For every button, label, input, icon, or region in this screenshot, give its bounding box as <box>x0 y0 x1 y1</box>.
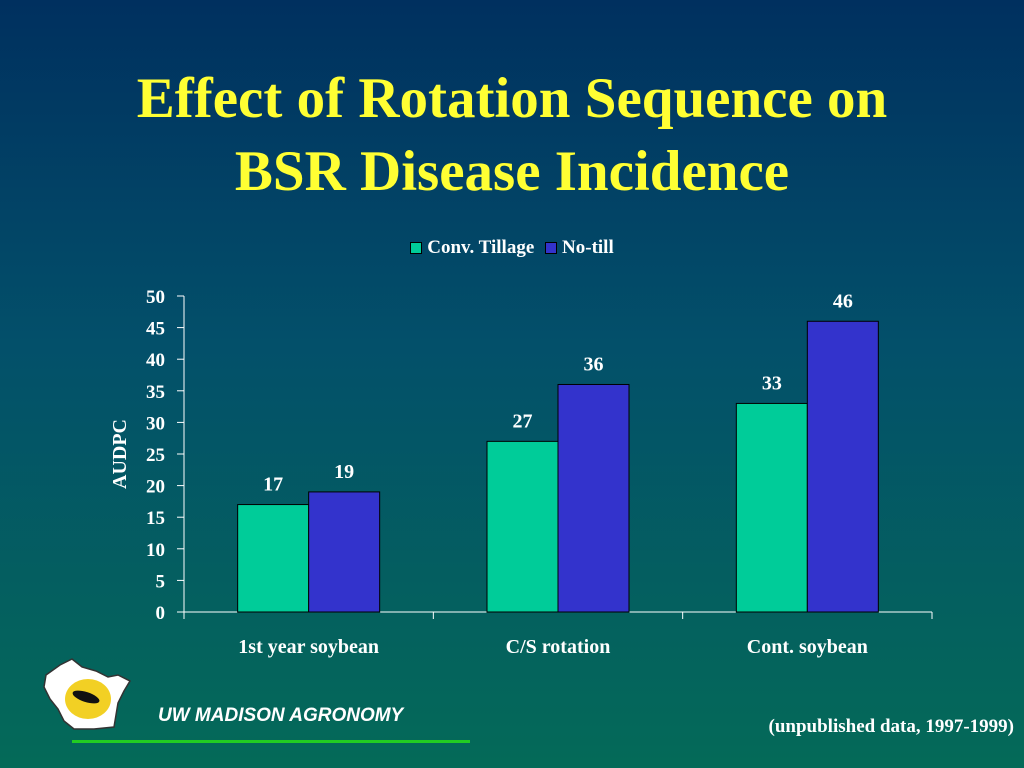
bars <box>237 320 879 613</box>
legend-item-conv-tillage: Conv. Tillage <box>410 237 534 259</box>
x-category-label: 1st year soybean <box>238 636 379 658</box>
y-tick-label: 10 <box>146 540 165 561</box>
y-tick-label: 30 <box>146 413 165 434</box>
y-axis-title: AUDPC <box>109 419 131 489</box>
y-tick-label: 0 <box>156 603 166 624</box>
data-labels: 17 27 33 19 36 46 <box>263 290 853 495</box>
legend-label-no-till: No-till <box>562 237 614 258</box>
data-label: 36 <box>584 353 604 375</box>
bar-no-till <box>308 491 381 613</box>
wisconsin-state-icon <box>43 658 132 730</box>
legend-label-conv-tillage: Conv. Tillage <box>427 237 535 258</box>
bar-conv-tillage <box>735 402 808 613</box>
y-tick-label: 35 <box>146 382 165 403</box>
chart-legend: Conv. Tillage No-till <box>0 237 1024 260</box>
bar-no-till <box>806 320 879 613</box>
legend-swatch-no-till <box>545 242 558 254</box>
y-axis: 0 5 10 15 20 25 30 35 40 45 50 <box>146 287 185 624</box>
data-label: 19 <box>334 461 354 483</box>
footer-divider <box>72 740 470 743</box>
x-axis: 1st year soybean C/S rotation Cont. soybea… <box>183 611 933 658</box>
data-label: 46 <box>833 290 853 312</box>
bar-conv-tillage <box>237 504 310 613</box>
slide-title-line-1: Effect of Rotation Sequence on <box>136 67 888 130</box>
legend-item-no-till: No-till <box>545 237 614 259</box>
y-tick-label: 15 <box>146 508 165 529</box>
y-tick-label: 50 <box>146 287 165 308</box>
bar-no-till <box>557 383 630 613</box>
y-tick-label: 5 <box>156 571 166 592</box>
bar-conv-tillage <box>486 440 559 613</box>
slide-title-line-2: BSR Disease Incidence <box>234 140 790 203</box>
y-tick-label: 25 <box>146 445 165 466</box>
slide-title: Effect of Rotation Sequence on BSR Disea… <box>0 62 1024 208</box>
data-label: 33 <box>762 372 782 394</box>
x-category-label: Cont. soybean <box>747 636 868 658</box>
data-label: 17 <box>263 474 283 496</box>
data-source-note: (unpublished data, 1997-1999) <box>768 716 1014 737</box>
data-label: 27 <box>513 410 533 432</box>
x-category-label: C/S rotation <box>506 636 611 658</box>
y-tick-label: 40 <box>146 350 165 371</box>
y-tick-label: 45 <box>146 319 165 340</box>
y-tick-label: 20 <box>146 477 165 498</box>
footer-label: UW MADISON AGRONOMY <box>158 705 404 726</box>
legend-swatch-conv-tillage <box>410 242 423 254</box>
